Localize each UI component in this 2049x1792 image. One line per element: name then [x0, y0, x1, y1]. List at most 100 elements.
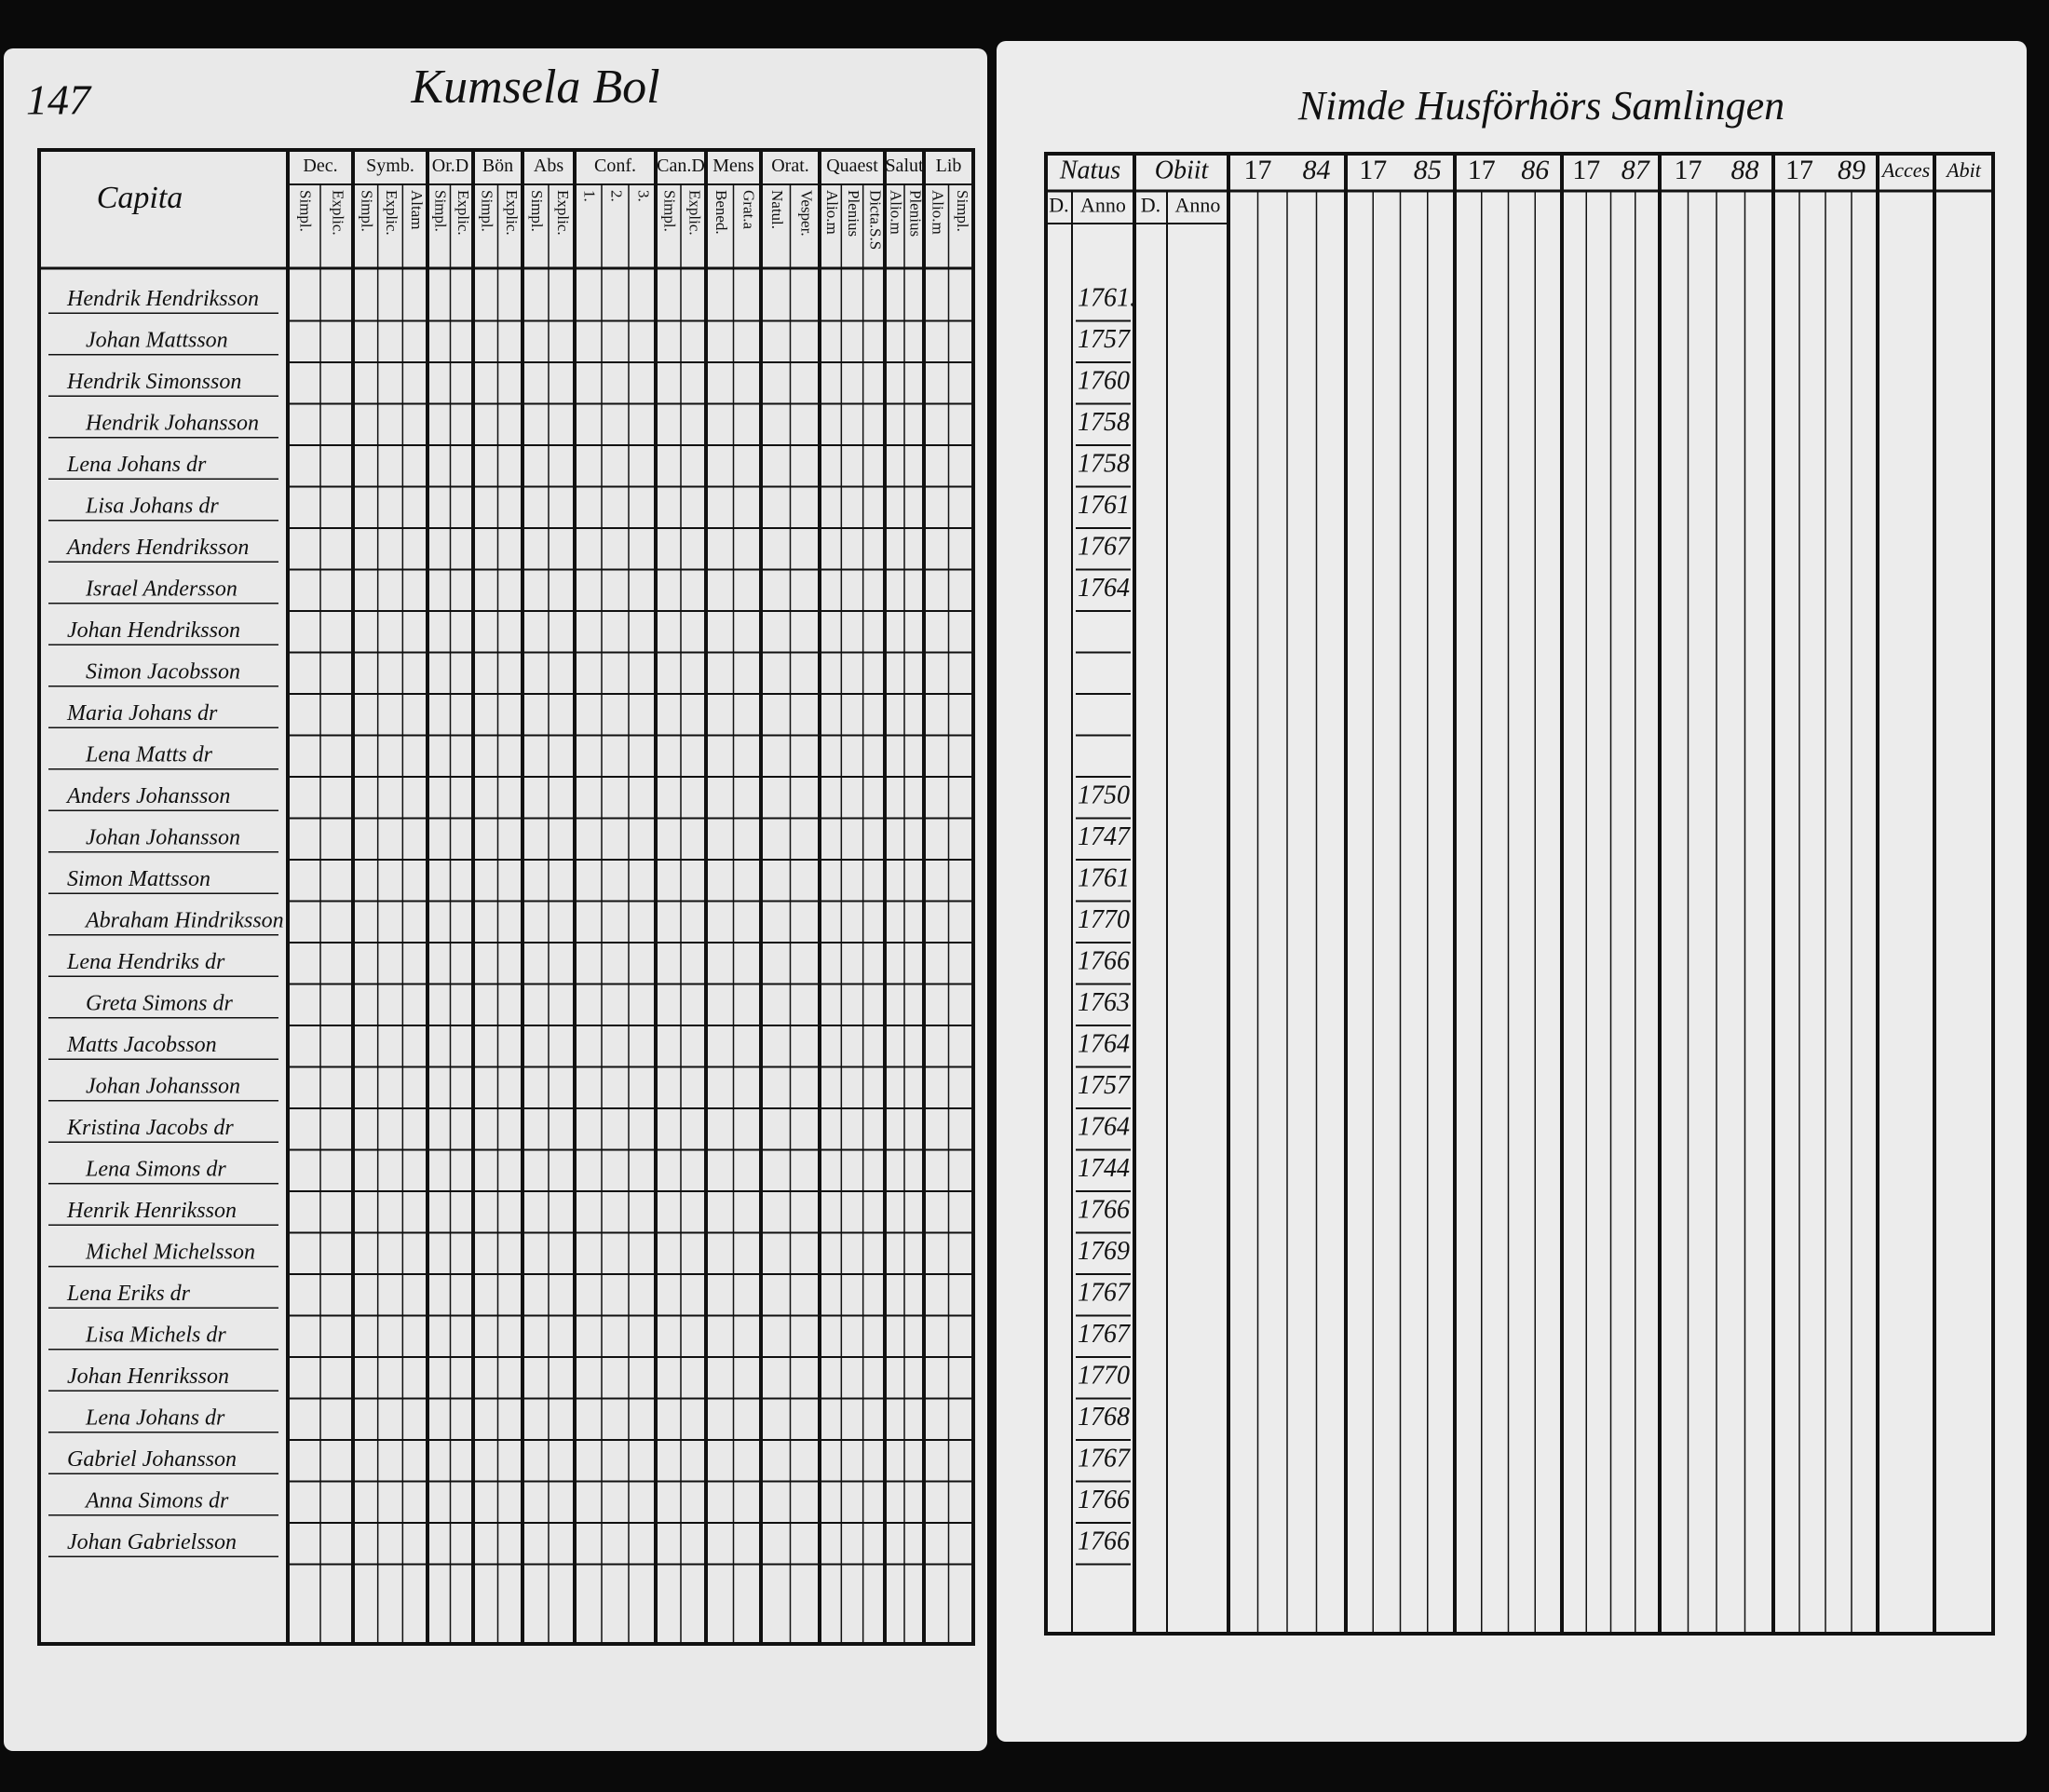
birth-year: 1766 — [1078, 947, 1130, 976]
birth-year: 1761 — [1078, 491, 1130, 520]
year-digits: 88 — [1731, 155, 1759, 185]
person-name: Anna Simons dr — [84, 1488, 229, 1513]
year-century: 17 — [1244, 155, 1272, 185]
birth-year: 1767 — [1078, 1320, 1131, 1349]
column-header: Lib — [936, 156, 962, 176]
column-subheader: Alio.m — [929, 190, 946, 235]
birth-year: 1766 — [1078, 1486, 1130, 1514]
subheader: Anno — [1080, 194, 1126, 217]
column-subheader: Explic. — [383, 190, 400, 236]
person-name: Michel Michelsson — [85, 1240, 255, 1264]
person-name: Matts Jacobsson — [66, 1033, 217, 1057]
column-subheader: Alio.m — [823, 190, 841, 235]
birth-year: 1767 — [1078, 1445, 1131, 1473]
year-century: 17 — [1359, 155, 1387, 185]
column-header: Quaest — [826, 156, 878, 176]
birth-year: 1761 — [1078, 864, 1130, 893]
column-subheader: Explic. — [455, 190, 472, 236]
name-header: Capita — [97, 181, 183, 215]
year-digits: 85 — [1414, 155, 1442, 185]
person-name: Lena Simons dr — [85, 1157, 226, 1181]
acces-header: Acces — [1880, 158, 1930, 182]
person-name: Lisa Johans dr — [85, 494, 219, 518]
obiit-header: Obiit — [1155, 156, 1210, 184]
year-digits: 87 — [1622, 155, 1651, 185]
person-name: Hendrik Johansson — [85, 411, 259, 435]
birth-year: 1764 — [1078, 1113, 1130, 1142]
column-subheader: Plenius — [907, 190, 925, 237]
column-subheader: Explic. — [503, 190, 521, 236]
year-century: 17 — [1468, 155, 1496, 185]
person-name: Johan Johansson — [86, 825, 240, 849]
birth-year: 1767 — [1078, 1279, 1131, 1308]
birth-year: 1750 — [1078, 781, 1130, 810]
person-name: Maria Johans dr — [66, 701, 218, 726]
birth-year: 1770 — [1078, 1362, 1130, 1391]
person-name: Lena Matts dr — [85, 742, 213, 767]
column-subheader: Simpl. — [478, 190, 495, 232]
natus-header: Natus — [1059, 156, 1120, 184]
birth-year: 1767 — [1078, 533, 1131, 562]
year-digits: 84 — [1303, 155, 1331, 185]
column-header: Conf. — [594, 156, 636, 176]
left-table — [37, 148, 975, 1646]
column-subheader: Explic. — [686, 190, 704, 236]
person-name: Lena Johans dr — [85, 1405, 225, 1430]
person-name: Johan Hendriksson — [67, 618, 240, 643]
subheader: D. — [1141, 194, 1160, 217]
subheader: Anno — [1175, 194, 1221, 217]
column-subheader: Altam — [408, 190, 426, 230]
birth-year: 1757 — [1078, 1071, 1131, 1100]
birth-year: 1769 — [1078, 1237, 1130, 1266]
person-name: Lena Eriks dr — [66, 1282, 191, 1306]
birth-year: 1758 — [1078, 450, 1130, 479]
birth-year: 1758 — [1078, 408, 1130, 437]
year-digits: 86 — [1521, 155, 1549, 185]
column-header: Bön — [482, 156, 513, 176]
person-name: Anders Hendriksson — [65, 536, 249, 560]
person-name: Johan Johansson — [86, 1074, 240, 1098]
column-subheader: Natul. — [768, 190, 786, 229]
person-name: Greta Simons dr — [86, 991, 233, 1015]
birth-year: 1768 — [1078, 1403, 1130, 1432]
column-subheader: Alio.m — [888, 190, 905, 235]
column-subheader: Simpl. — [431, 190, 449, 232]
abit-header: Abit — [1945, 158, 1982, 182]
column-subheader: Explic. — [554, 190, 572, 236]
person-name: Gabriel Johansson — [67, 1447, 237, 1472]
column-header: Symb. — [366, 156, 414, 176]
birth-year: 1763 — [1078, 988, 1130, 1017]
person-name: Abraham Hindriksson — [84, 908, 284, 932]
column-subheader: Vesper. — [797, 190, 815, 237]
person-name: Kristina Jacobs dr — [66, 1116, 234, 1140]
subheader: D. — [1049, 194, 1068, 217]
year-century: 17 — [1785, 155, 1813, 185]
column-subheader: 3. — [635, 190, 653, 202]
person-name: Hendrik Simonsson — [66, 370, 241, 394]
person-name: Anders Johansson — [65, 784, 230, 808]
birth-year: 1764 — [1078, 1030, 1130, 1059]
birth-year: 1757 — [1078, 325, 1131, 354]
birth-year: 1766 — [1078, 1196, 1130, 1225]
column-subheader: Simpl. — [528, 190, 546, 232]
person-name: Israel Andersson — [85, 577, 237, 601]
right-table — [1044, 152, 1995, 1636]
birth-year: 1747 — [1078, 822, 1131, 851]
year-century: 17 — [1675, 155, 1703, 185]
column-header: Mens — [712, 156, 754, 176]
person-name: Johan Gabrielsson — [67, 1530, 237, 1554]
page-number: 147 — [26, 76, 92, 124]
birth-year: 1761. — [1078, 284, 1136, 313]
column-header: Or.D — [432, 156, 468, 176]
birth-year: 1760 — [1078, 367, 1130, 396]
left-title: Kumsela Bol — [410, 61, 659, 114]
person-name: Lena Johans dr — [66, 453, 207, 477]
left-page — [4, 48, 987, 1751]
right-title: Nimde Husförhörs Samlingen — [1297, 83, 1784, 129]
birth-year: 1766 — [1078, 1527, 1130, 1556]
column-subheader: Simpl. — [661, 190, 679, 232]
column-subheader: Dicta.S.S — [866, 190, 884, 250]
column-header: Abs — [534, 156, 563, 176]
